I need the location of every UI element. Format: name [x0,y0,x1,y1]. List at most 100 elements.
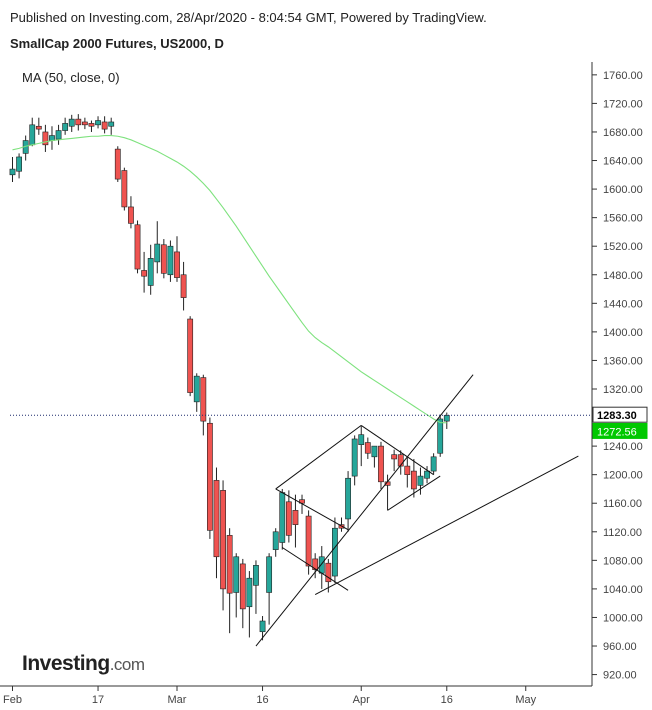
y-tick-label: 1600.00 [603,184,643,196]
ma-value-tag: 1272.56 [592,422,648,439]
trendline[interactable] [282,547,349,591]
trendline[interactable] [314,455,579,596]
candle-body [108,121,115,127]
candle [42,124,49,152]
candle-body [187,318,194,393]
candle-body [16,156,22,172]
y-tick-label: 960.00 [603,641,637,653]
candle [246,571,253,638]
candle [81,117,88,130]
candle-body [141,270,147,277]
candle [397,450,404,475]
y-tick-label: 1680.00 [603,127,643,139]
candle [154,221,161,274]
x-tick-label: Apr [353,694,370,706]
y-tick-label: 1760.00 [603,70,643,82]
candle-body [220,490,226,590]
candle [180,261,187,311]
candle [174,236,180,282]
candle [371,445,378,468]
trendline[interactable] [255,374,474,647]
candle-body [134,224,141,270]
ma-line [12,134,447,424]
candle-body [114,148,121,180]
candle [114,146,121,182]
candle-body [246,577,253,608]
y-tick-label: 1520.00 [603,241,643,253]
candle [417,467,424,495]
trendline[interactable] [275,425,362,490]
candle [443,412,450,429]
candle-body [233,556,240,593]
investing-logo: Investing.com [22,652,145,676]
candle-body [29,124,36,146]
candle-body [437,418,444,454]
candle [285,490,292,543]
candle [68,114,75,132]
candle-body [424,470,430,479]
candle-body [266,556,273,593]
trendline[interactable] [387,475,441,511]
candle [75,114,82,131]
candle [187,316,194,397]
candle [312,553,319,579]
candle-body [42,131,49,146]
candle [88,120,95,132]
candle-body [88,123,95,127]
candle [101,116,108,134]
candle-body [193,375,200,403]
candle [266,553,273,625]
x-tick-label: Feb [3,694,22,706]
last-price-tag: 1283.30 [592,406,648,423]
candle-body [345,477,351,520]
candle [108,117,115,135]
candle-body [147,258,154,286]
candle-body [364,442,371,454]
trendline[interactable] [275,488,349,531]
candle-body [167,245,174,276]
candle [305,510,312,575]
candle [29,117,36,147]
candle-body [180,274,187,298]
candle [167,240,174,282]
candle [345,471,351,532]
last-price-tag-bg [592,406,648,423]
candle-body [410,470,417,490]
candle-body [279,492,286,543]
candle-body [358,434,365,445]
candle-body [397,454,404,467]
candle [9,156,16,182]
candle [437,414,444,457]
x-tick-label: 16 [441,694,453,706]
candle-body [259,620,266,633]
y-tick-label: 1720.00 [603,98,643,110]
candle [292,494,299,548]
candle [62,117,69,135]
ma-value-tag-bg [592,422,648,439]
candle [351,435,358,486]
plot-area[interactable] [9,114,592,647]
candle-body [81,121,88,126]
candle-body [285,501,292,536]
published-caption: Published on Investing.com, 28/Apr/2020 … [10,10,487,25]
candle [259,616,266,641]
candle [147,244,154,295]
candle [410,458,417,498]
candle-body [351,438,358,477]
candle-body [55,130,62,140]
candle-body [128,206,134,224]
candle [279,488,286,550]
candle-body [121,170,128,208]
trendline[interactable] [360,424,434,476]
candle-body [68,118,75,127]
ma-value-tag-text: 1272.56 [597,426,637,438]
ma-indicator-label[interactable]: MA (50, close, 0) [22,70,120,85]
y-tick-label: 1200.00 [603,470,643,482]
candle [364,437,371,459]
candle-body [95,120,101,126]
axes: 920.00 960.00 1000.00 1040.00 1080.00 1120.00… [0,62,648,706]
candle-body [312,558,319,570]
candle-body [404,465,411,475]
candle-body [213,480,220,558]
